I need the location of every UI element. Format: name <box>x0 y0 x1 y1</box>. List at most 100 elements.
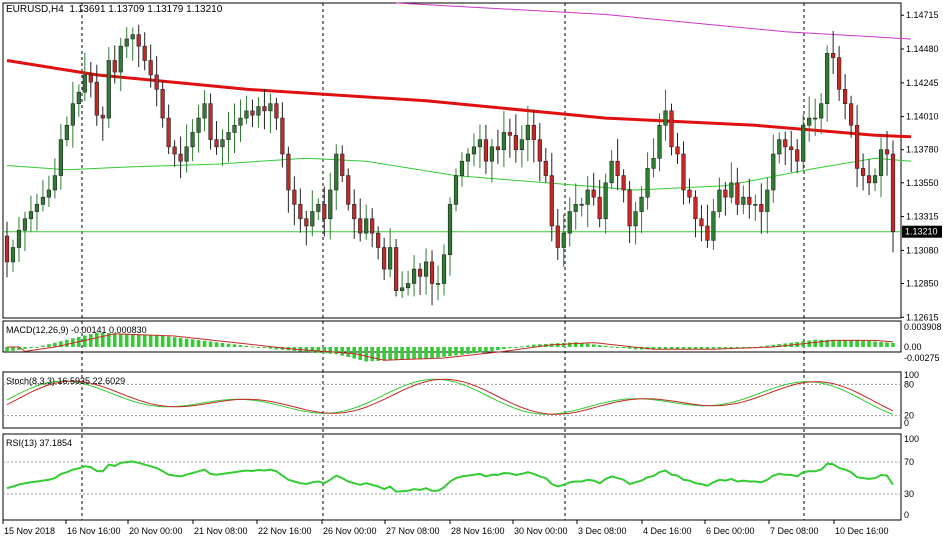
macd-histogram-bar <box>358 347 363 360</box>
bull-candle <box>459 160 465 176</box>
time-tick-label: 15 Nov 2018 <box>4 526 55 536</box>
time-tick-label: 4 Dec 16:00 <box>643 526 692 536</box>
bear-candle <box>280 117 285 155</box>
bear-candle <box>166 117 171 148</box>
macd-histogram-bar <box>328 347 333 354</box>
macd-histogram-bar <box>597 345 602 347</box>
bull-candle <box>501 132 506 151</box>
macd-histogram-bar <box>382 347 386 361</box>
macd-histogram-bar <box>65 339 69 347</box>
macd-histogram-bar <box>717 347 722 349</box>
macd-histogram-bar <box>585 343 590 347</box>
macd-histogram-bar <box>208 341 213 347</box>
bull-candle <box>525 124 530 140</box>
macd-histogram-bar <box>274 347 279 350</box>
macd-histogram-bar <box>100 332 105 347</box>
macd-histogram-bar <box>735 347 740 348</box>
bear-candle <box>831 53 836 58</box>
bull-candle <box>441 254 447 284</box>
bull-candle <box>741 196 746 205</box>
macd-histogram-bar <box>124 333 129 347</box>
price-box-text: 1.13210 <box>905 227 938 237</box>
bear-candle <box>783 139 788 148</box>
bull-candle <box>34 204 40 212</box>
bull-candle <box>711 211 716 241</box>
bear-candle <box>148 60 153 76</box>
macd-histogram-bar <box>244 345 249 347</box>
bear-candle <box>866 175 872 184</box>
bear-candle <box>94 81 99 116</box>
macd-histogram-bar <box>873 341 877 347</box>
stoch-tick-label: 20 <box>904 411 914 421</box>
bear-candle <box>160 89 165 119</box>
bear-candle <box>304 218 309 227</box>
macd-histogram-bar <box>603 345 608 347</box>
bear-candle <box>208 103 213 140</box>
bull-candle <box>489 146 495 162</box>
bull-candle <box>58 139 63 176</box>
macd-histogram-bar <box>154 335 159 347</box>
bull-candle <box>657 124 662 159</box>
macd-histogram-bar <box>430 347 434 359</box>
price-tick-label: 1.14010 <box>906 112 939 122</box>
bull-candle <box>238 117 243 126</box>
bear-candle <box>507 132 512 136</box>
bull-candle <box>130 34 135 40</box>
time-tick-label: 22 Nov 16:00 <box>258 526 312 536</box>
macd-histogram-bar <box>184 338 189 347</box>
panel-frames <box>2 2 902 521</box>
macd-histogram-bar <box>579 342 584 347</box>
macd-histogram-bar <box>334 347 339 355</box>
macd-histogram-bar <box>699 347 704 350</box>
bull-candle <box>256 106 261 116</box>
price-tick-label: 1.14715 <box>906 10 939 20</box>
bull-candle <box>220 139 225 148</box>
bear-candle <box>843 89 848 104</box>
macd-histogram-bar <box>538 344 542 347</box>
time-tick-label: 21 Nov 08:00 <box>194 526 248 536</box>
bull-candle <box>561 232 566 248</box>
macd-histogram-bar <box>130 334 135 347</box>
bear-candle <box>4 235 10 263</box>
time-tick-label: 7 Dec 08:00 <box>770 526 819 536</box>
rsi-label: RSI(13) 37.1854 <box>6 438 73 448</box>
panel-border <box>2 2 902 319</box>
macd-histogram-bar <box>448 347 452 357</box>
macd-histogram-bar <box>765 345 770 347</box>
macd-histogram-bar <box>172 337 177 347</box>
macd-histogram-bar <box>693 347 698 350</box>
macd-histogram-bar <box>472 347 476 354</box>
macd-histogram-bar <box>83 335 87 347</box>
bull-candle <box>819 103 824 119</box>
bull-candle <box>226 132 231 140</box>
macd-histogram-bar <box>352 347 357 359</box>
macd-histogram-bar <box>160 335 165 347</box>
macd-histogram-bar <box>262 347 267 348</box>
macd-histogram-bar <box>29 347 33 348</box>
stoch-main-line <box>6 378 894 415</box>
price-tick-label: 1.13780 <box>906 145 939 155</box>
rsi-tick-label: 100 <box>904 434 919 444</box>
bear-candle <box>597 196 602 220</box>
bull-candle <box>519 139 524 151</box>
time-tick-label: 6 Dec 00:00 <box>706 526 755 536</box>
bear-candle <box>687 189 692 198</box>
bull-candle <box>196 117 201 133</box>
bear-candle <box>747 196 752 205</box>
bull-candle <box>328 189 333 220</box>
stoch-label: Stoch(8,3,3) 16.5935 22.6029 <box>6 376 126 386</box>
rsi-tick-label: 30 <box>904 489 914 499</box>
bull-candle <box>777 139 782 155</box>
bear-candle <box>681 153 686 191</box>
macd-histogram-bar <box>627 347 632 349</box>
bull-candle <box>232 124 237 133</box>
bear-candle <box>669 110 674 148</box>
macd-histogram-bar <box>376 347 380 361</box>
bull-candle <box>334 153 339 191</box>
bull-candle <box>388 247 393 270</box>
macd-histogram-bar <box>35 347 39 348</box>
ma-long-line <box>396 2 912 40</box>
macd-histogram-bar <box>142 334 147 347</box>
panel-border <box>2 371 902 429</box>
bear-candle <box>693 196 698 220</box>
